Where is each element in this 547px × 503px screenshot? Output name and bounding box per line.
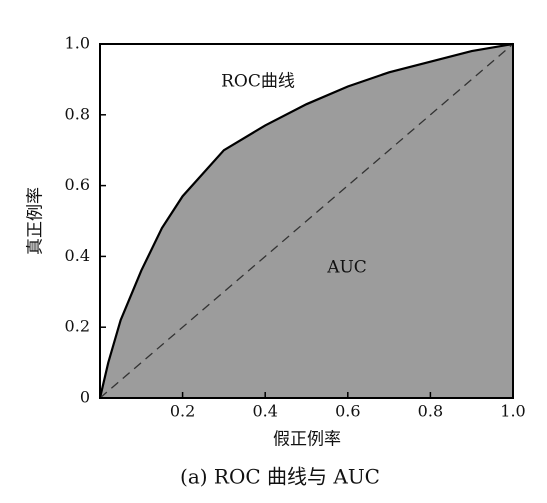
x-tick-label: 0.2 (170, 402, 195, 421)
y-tick-label: 0.4 (65, 246, 90, 265)
roc-curve (98, 42, 514, 399)
y-axis-label: 真正例率 (26, 187, 46, 255)
diagonal-line (99, 43, 514, 399)
caption: (a) ROC 曲线与 AUC (180, 465, 380, 489)
plot-frame (99, 43, 514, 399)
annotation: ROC曲线 (221, 72, 295, 92)
annotation: AUC (326, 258, 367, 278)
x-tick-label: 0.8 (418, 402, 443, 421)
x-tick-label: 0.6 (335, 402, 360, 421)
x-axis-label: 假正例率 (273, 430, 341, 450)
y-tick-label: 1.0 (65, 34, 90, 53)
y-tick-label: 0.8 (65, 104, 90, 123)
y-tick-label: 0 (80, 388, 90, 407)
y-tick-label: 0.2 (65, 317, 90, 336)
x-tick-label: 1.0 (500, 402, 525, 421)
x-tick-label: 0.4 (252, 402, 277, 421)
y-tick-label: 0.6 (65, 175, 90, 194)
